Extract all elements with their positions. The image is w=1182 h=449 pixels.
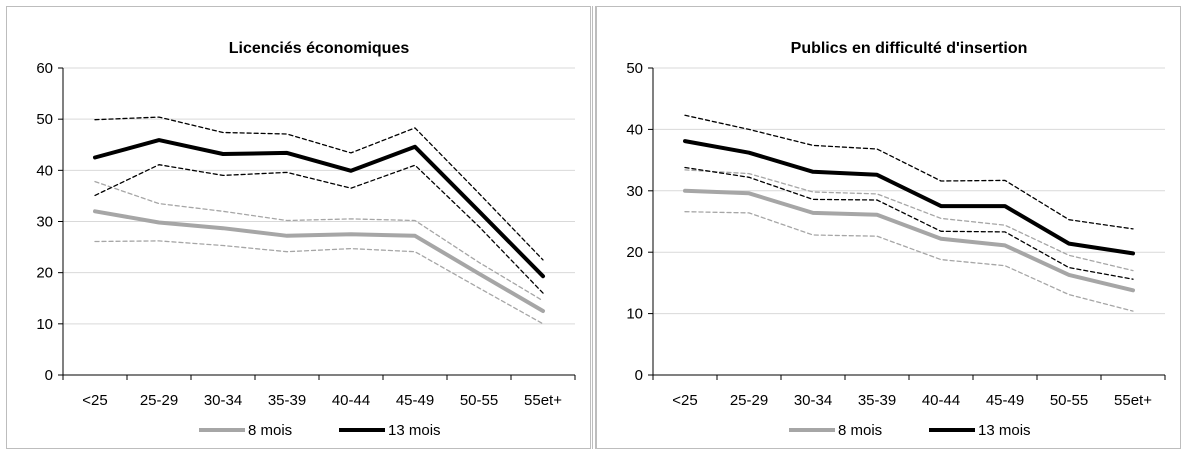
x-tick-label: 25-29 xyxy=(730,392,768,409)
legend-label: 13 mois xyxy=(388,422,441,439)
series-line-13-mois xyxy=(93,138,545,279)
y-tick-label: 50 xyxy=(36,111,53,128)
chart-licencies-economiques: Licenciés économiques 0 10 20 30 40 50 60 <25 25-… xyxy=(36,40,576,439)
bound-line-lower xyxy=(684,211,1134,312)
legend-label: 8 mois xyxy=(248,422,292,439)
bound-line-upper xyxy=(684,169,1134,272)
x-tick-label: 30-34 xyxy=(794,392,832,409)
bound-line-lower xyxy=(684,166,1134,280)
x-tick-label: 35-39 xyxy=(858,392,896,409)
y-tick-label: 30 xyxy=(36,214,53,231)
x-tick-label: 45-49 xyxy=(396,392,434,409)
x-tick-label: 40-44 xyxy=(332,392,370,409)
y-tick-label: 50 xyxy=(626,60,643,77)
y-tick-label: 60 xyxy=(36,60,53,77)
series-line-8-mois xyxy=(683,188,1135,293)
x-tick-label: <25 xyxy=(82,392,107,409)
y-tick-label: 30 xyxy=(626,183,643,200)
y-tick-label: 20 xyxy=(626,244,643,261)
x-tick-label: 50-55 xyxy=(1050,392,1088,409)
chart-panel-licencies: Licenciés économiques 0 10 20 30 40 50 60 <25 25-… xyxy=(6,6,591,449)
y-tick-label: 40 xyxy=(36,162,53,179)
legend-label: 8 mois xyxy=(838,422,882,439)
chart-title: Licenciés économiques xyxy=(229,40,410,57)
x-tick-label: 40-44 xyxy=(922,392,960,409)
legend-label: 13 mois xyxy=(978,422,1031,439)
bound-line-lower xyxy=(94,164,544,294)
bound-line-upper xyxy=(94,116,544,261)
x-tick-label: <25 xyxy=(672,392,697,409)
x-tick-label: 45-49 xyxy=(986,392,1024,409)
y-tick-label: 20 xyxy=(36,265,53,282)
x-tick-label: 30-34 xyxy=(204,392,242,409)
chart-panel-publics: Publics en difficulté d'insertion 0 10 20 30… xyxy=(596,6,1181,449)
x-tick-label: 25-29 xyxy=(140,392,178,409)
bound-line-upper xyxy=(684,114,1134,230)
chart-title: Publics en difficulté d'insertion xyxy=(791,40,1028,57)
x-tick-label: 55et+ xyxy=(1114,392,1152,409)
series-line-8-mois xyxy=(93,209,545,313)
y-tick-label: 10 xyxy=(36,316,53,333)
y-tick-label: 10 xyxy=(626,306,643,323)
x-tick-label: 35-39 xyxy=(268,392,306,409)
chart-publics-difficulte: Publics en difficulté d'insertion 0 10 20 30… xyxy=(626,40,1166,439)
bound-line-upper xyxy=(94,180,544,302)
series-line-13-mois xyxy=(683,139,1135,256)
panel-divider xyxy=(592,6,596,449)
y-tick-label: 40 xyxy=(626,121,643,138)
x-tick-label: 55et+ xyxy=(524,392,562,409)
bound-line-lower xyxy=(94,240,544,325)
y-tick-label: 0 xyxy=(45,367,53,384)
y-tick-label: 0 xyxy=(635,367,643,384)
x-tick-label: 50-55 xyxy=(460,392,498,409)
